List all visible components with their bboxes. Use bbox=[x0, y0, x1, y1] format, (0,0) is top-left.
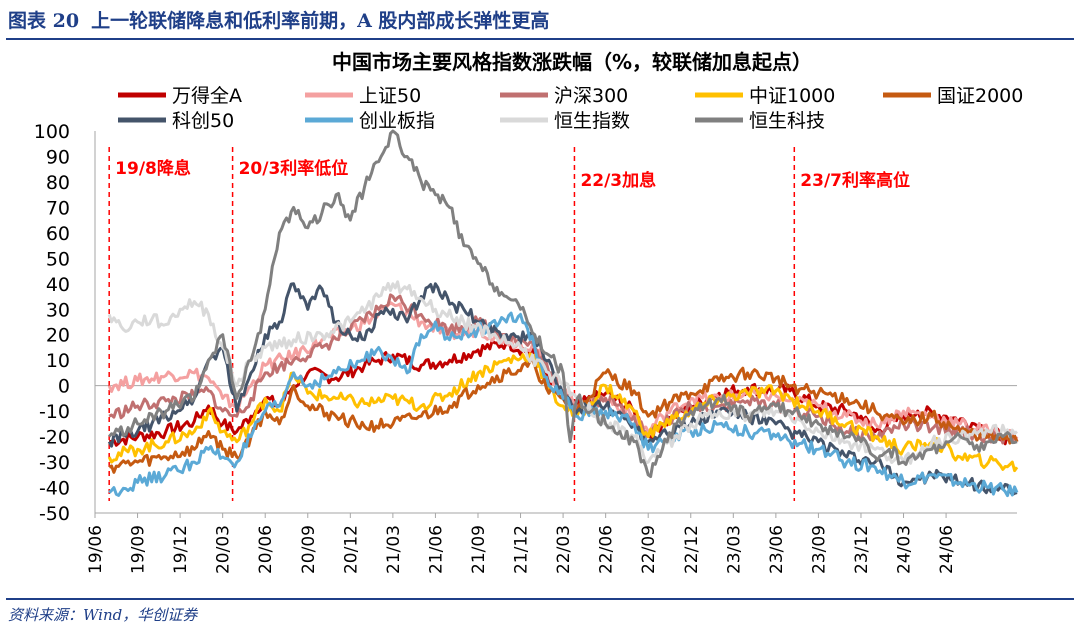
annotation-label: 20/3利率低位 bbox=[239, 158, 349, 179]
event-annotations: 19/8降息 20/3利率低位 22/3加息 23/7利率高位 bbox=[108, 147, 910, 501]
y-tick-label: 100 bbox=[34, 121, 70, 143]
x-tick-label: 20/12 bbox=[341, 525, 361, 574]
y-tick-label: 10 bbox=[46, 350, 70, 372]
x-tick-label: 21/12 bbox=[512, 525, 532, 574]
x-tick-label: 19/09 bbox=[129, 525, 149, 574]
y-tick-label: 60 bbox=[46, 223, 70, 245]
x-tick-label: 20/09 bbox=[299, 525, 319, 574]
x-tick-label: 23/03 bbox=[724, 525, 744, 574]
x-tick-label: 22/09 bbox=[639, 525, 659, 574]
x-tick-label: 23/09 bbox=[809, 525, 829, 574]
legend-label: 沪深300 bbox=[554, 85, 628, 107]
y-tick-label: 90 bbox=[46, 146, 70, 168]
legend-label: 万得全A bbox=[172, 85, 242, 107]
x-tick-label: 24/03 bbox=[895, 525, 915, 574]
y-tick-label: 70 bbox=[46, 197, 70, 219]
footer-rule bbox=[6, 598, 1074, 600]
legend-label: 上证50 bbox=[359, 85, 421, 107]
annotation-label: 23/7利率高位 bbox=[800, 170, 910, 191]
series-line-9 bbox=[108, 129, 1018, 479]
legend-label: 中证1000 bbox=[749, 85, 835, 107]
chart-legend: 万得全A 上证50 沪深300 中证1000 国证2000 科创50 创业板指 恒生指数 恒生科… bbox=[118, 85, 1023, 132]
x-tick-label: 22/12 bbox=[682, 525, 702, 574]
x-tick-label: 21/09 bbox=[469, 525, 489, 574]
figure-header: 图表 20 上一轮联储降息和低利率前期，A 股内部成长弹性更高 bbox=[0, 0, 1080, 44]
figure-caption: 上一轮联储降息和低利率前期，A 股内部成长弹性更高 bbox=[91, 10, 550, 32]
series-lines bbox=[107, 129, 1019, 498]
x-tick-label: 20/03 bbox=[214, 525, 234, 574]
annotation-label: 22/3加息 bbox=[580, 170, 656, 191]
x-tick-label: 23/06 bbox=[767, 525, 787, 574]
y-tick-label: 50 bbox=[46, 248, 70, 270]
x-axis-ticks: 19/06 19/09 19/12 20/03 20/06 20/09 20/12 21/03… bbox=[86, 513, 957, 574]
annotation-label: 19/8降息 bbox=[115, 158, 191, 179]
x-tick-label: 24/06 bbox=[937, 525, 957, 574]
y-tick-label: 80 bbox=[46, 172, 70, 194]
legend-label: 恒生指数 bbox=[554, 110, 630, 132]
y-tick-label: 0 bbox=[58, 376, 70, 398]
header-rule bbox=[6, 38, 1074, 40]
y-tick-label: -50 bbox=[39, 503, 70, 525]
y-tick-label: -30 bbox=[39, 452, 70, 474]
legend-label: 科创50 bbox=[172, 110, 234, 132]
x-tick-label: 21/03 bbox=[384, 525, 404, 574]
y-tick-label: -20 bbox=[39, 427, 70, 449]
x-tick-label: 21/06 bbox=[426, 525, 446, 574]
y-tick-label: -40 bbox=[39, 478, 70, 500]
legend-label: 国证2000 bbox=[937, 85, 1023, 107]
x-tick-label: 23/12 bbox=[852, 525, 872, 574]
x-tick-label: 20/06 bbox=[256, 525, 276, 574]
x-tick-label: 19/12 bbox=[171, 525, 191, 574]
chart-title: 中国市场主要风格指数涨跌幅（%，较联储加息起点） bbox=[332, 50, 812, 74]
legend-label: 恒生科技 bbox=[749, 110, 825, 132]
y-tick-label: 20 bbox=[46, 325, 70, 347]
series-line-4 bbox=[107, 352, 1019, 473]
y-tick-label: 40 bbox=[46, 274, 70, 296]
y-tick-label: 30 bbox=[46, 299, 70, 321]
chart-axes bbox=[94, 131, 1017, 514]
x-tick-label: 22/03 bbox=[554, 525, 574, 574]
figure-label: 图表 20 bbox=[8, 10, 80, 32]
x-tick-label: 22/06 bbox=[597, 525, 617, 574]
source-note: 资料来源：Wind，华创证券 bbox=[8, 606, 198, 624]
y-tick-label: -10 bbox=[39, 401, 70, 423]
series-line-7 bbox=[108, 311, 1019, 498]
figure-caption-line: 图表 20 上一轮联储降息和低利率前期，A 股内部成长弹性更高 bbox=[8, 6, 561, 33]
legend-label: 创业板指 bbox=[359, 110, 435, 132]
x-tick-label: 19/06 bbox=[86, 525, 106, 574]
